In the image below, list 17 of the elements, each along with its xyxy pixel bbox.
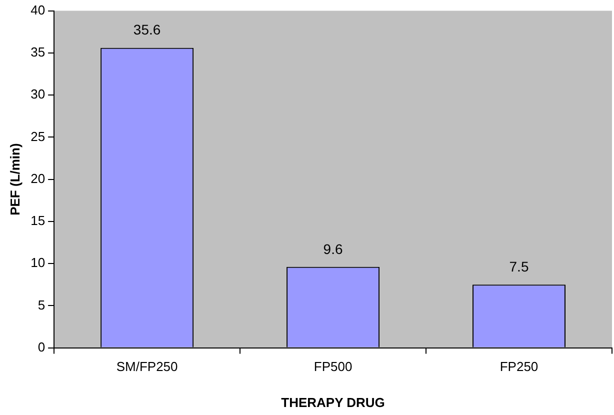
- data-label: 35.6: [133, 22, 161, 38]
- x-tick-label: FP250: [500, 359, 538, 374]
- y-tick-label: 30: [30, 86, 46, 102]
- y-tick-label: 15: [30, 213, 46, 228]
- x-axis-title: THERAPY DRUG: [281, 394, 385, 410]
- y-tick-label: 40: [30, 2, 46, 18]
- y-tick-label: 0: [38, 339, 46, 354]
- data-label: 9.6: [323, 240, 343, 257]
- y-tick-label: 35: [30, 44, 46, 60]
- y-tick-label: 5: [38, 297, 46, 312]
- y-axis-title: PEF (L/min): [7, 143, 22, 216]
- y-tick-label: 25: [30, 128, 46, 144]
- y-tick-label: 20: [30, 170, 46, 186]
- data-label: 7.5: [509, 258, 529, 274]
- y-tick-label: 10: [30, 255, 46, 270]
- x-tick-label: SM/FP250: [116, 359, 178, 374]
- x-tick-label: FP500: [314, 359, 352, 374]
